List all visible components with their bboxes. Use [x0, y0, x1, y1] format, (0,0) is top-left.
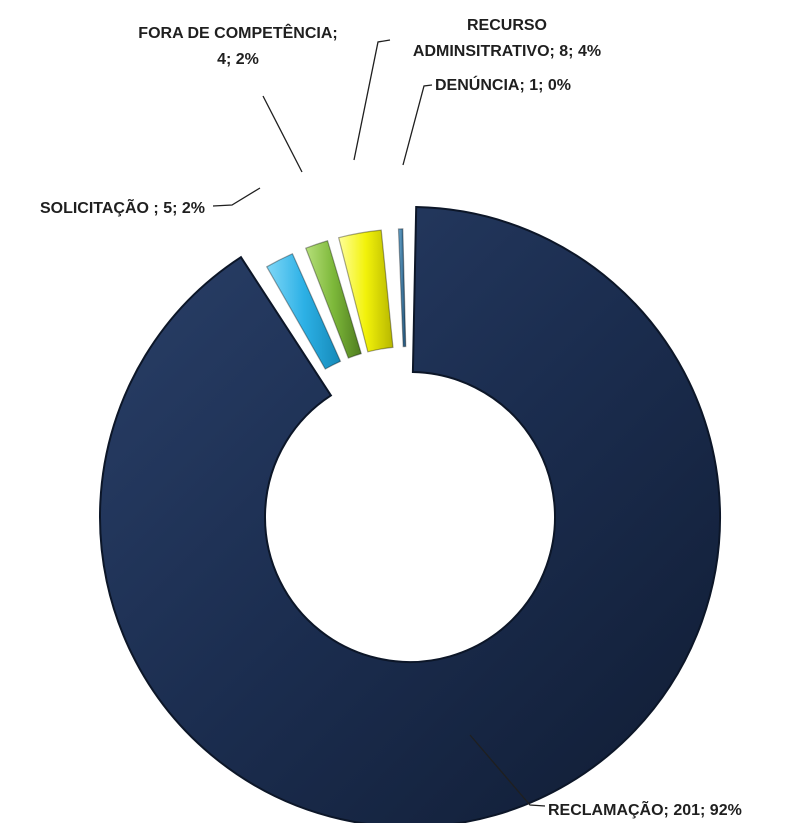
leader-line-recurso-administrativo — [353, 39, 391, 161]
leader-line-denuncia — [402, 84, 433, 166]
slice-denuncia — [397, 228, 407, 348]
slice-solicitacao — [265, 252, 342, 370]
leader-line-fora-de-competencia — [262, 95, 303, 173]
slice-recurso-administrativo — [337, 229, 394, 353]
leader-line-reclamacao — [469, 734, 546, 807]
slice-reclamacao — [99, 206, 722, 823]
data-label-denuncia: DENÚNCIA; 1; 0% — [435, 75, 571, 94]
data-label-solicitacao: SOLICITAÇÃO ; 5; 2% — [40, 197, 205, 217]
data-label-reclamacao: RECLAMAÇÃO; 201; 92% — [548, 799, 742, 819]
data-label-fora-de-competencia: FORA DE COMPETÊNCIA; 4; 2% — [138, 23, 337, 68]
leader-line-solicitacao — [212, 187, 261, 207]
slice-fora-de-competencia — [304, 239, 362, 359]
data-label-recurso-administrativo: RECURSO ADMINSITRATIVO; 8; 4% — [413, 17, 601, 60]
